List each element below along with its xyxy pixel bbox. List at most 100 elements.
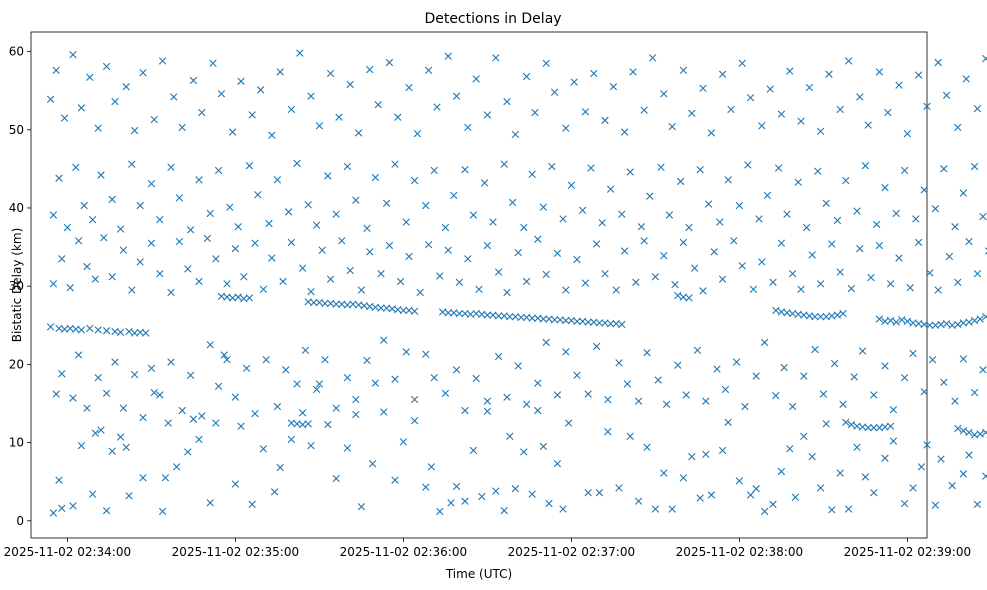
data-point	[965, 451, 973, 459]
data-point	[970, 388, 979, 397]
data-point	[156, 216, 164, 224]
data-point	[612, 286, 620, 294]
data-point	[718, 446, 727, 455]
data-point	[660, 251, 668, 260]
data-point	[833, 216, 842, 225]
data-point	[354, 129, 363, 137]
data-point	[811, 345, 819, 354]
data-point	[679, 474, 688, 482]
data-point	[900, 166, 909, 175]
data-point	[125, 327, 133, 336]
data-point	[332, 474, 340, 483]
data-point	[926, 321, 934, 329]
data-point	[366, 65, 374, 74]
data-point	[657, 163, 665, 171]
data-point	[335, 113, 343, 121]
data-point	[791, 493, 800, 502]
data-point	[870, 424, 878, 432]
data-point	[483, 111, 492, 119]
data-point	[674, 361, 682, 369]
data-point	[752, 485, 760, 493]
data-point	[161, 474, 170, 482]
data-point	[954, 320, 962, 329]
data-point	[648, 54, 657, 62]
data-point	[763, 191, 772, 200]
data-point	[550, 316, 559, 324]
data-point	[856, 93, 864, 101]
data-point	[315, 380, 324, 388]
data-point	[769, 278, 777, 286]
data-point	[660, 90, 668, 98]
data-point	[746, 491, 755, 499]
data-point	[259, 445, 268, 453]
data-point	[718, 275, 727, 283]
data-point	[836, 105, 844, 114]
data-point	[920, 186, 928, 194]
data-point	[774, 164, 783, 172]
data-point	[475, 285, 483, 293]
data-point	[808, 452, 816, 461]
data-point	[634, 497, 643, 505]
data-point	[973, 269, 982, 278]
data-point	[906, 284, 914, 292]
data-point	[615, 484, 623, 492]
data-point	[66, 284, 74, 292]
data-point	[923, 102, 931, 110]
data-point	[738, 59, 746, 67]
data-point	[410, 395, 419, 404]
data-point	[167, 163, 175, 171]
data-point	[139, 413, 147, 422]
data-point	[620, 128, 629, 136]
data-point	[942, 91, 951, 100]
data-point	[444, 246, 452, 254]
data-point	[604, 427, 612, 436]
data-point	[301, 346, 310, 354]
y-tick-label: 20	[9, 357, 24, 371]
data-point	[296, 49, 304, 57]
data-point	[214, 166, 223, 175]
data-point	[307, 442, 315, 450]
data-point	[965, 318, 973, 326]
data-point	[464, 123, 472, 132]
data-point	[839, 400, 847, 408]
data-point	[917, 463, 926, 471]
y-tick-label: 50	[9, 123, 24, 137]
data-point	[492, 487, 500, 495]
data-point	[248, 500, 256, 509]
data-point	[147, 180, 156, 188]
data-point	[679, 66, 688, 75]
data-point	[172, 463, 181, 471]
data-point	[520, 223, 528, 232]
data-point	[69, 502, 77, 510]
data-point	[343, 373, 352, 382]
data-point	[973, 104, 982, 113]
data-point	[273, 402, 282, 411]
data-point	[268, 131, 276, 139]
data-point	[870, 391, 878, 399]
data-point	[606, 320, 615, 328]
data-point	[500, 160, 508, 168]
data-point	[909, 349, 917, 358]
y-tick-label: 40	[9, 201, 24, 215]
data-point	[542, 338, 550, 347]
data-point	[724, 176, 732, 184]
data-point	[562, 316, 570, 325]
data-point	[74, 351, 83, 359]
data-point	[506, 312, 514, 321]
data-point	[338, 237, 346, 245]
data-point	[573, 255, 581, 264]
data-point	[167, 358, 175, 366]
data-point	[368, 460, 377, 468]
data-point	[254, 190, 262, 199]
data-point	[147, 364, 156, 372]
data-point	[158, 507, 167, 516]
data-point	[665, 211, 674, 219]
data-point	[606, 185, 615, 193]
data-point	[895, 81, 903, 89]
data-point	[965, 237, 973, 246]
data-point	[483, 241, 492, 250]
data-point	[293, 380, 301, 388]
data-point	[156, 391, 164, 399]
data-point	[788, 269, 797, 278]
